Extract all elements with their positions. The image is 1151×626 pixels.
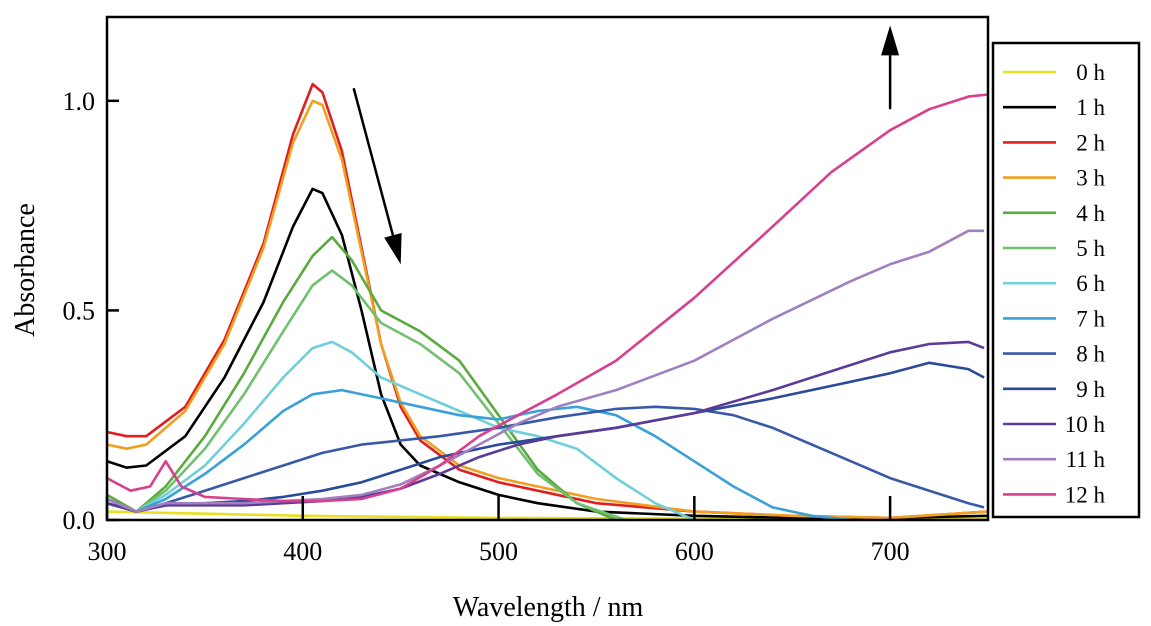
plot-frame [105, 15, 990, 522]
x-tick-label-2: 500 [479, 537, 518, 566]
series-line-2 [106, 82, 989, 520]
y-tick-label-2: 1.0 [63, 87, 96, 116]
legend-label-5: 5 h [1076, 236, 1105, 261]
series-line-12 [106, 93, 989, 503]
annotation-layer [352, 25, 900, 265]
x-tick-label-4: 700 [871, 537, 910, 566]
legend-label-1: 1 h [1076, 95, 1105, 120]
y-tick-label-1: 0.5 [63, 296, 96, 325]
legend-box [991, 41, 1141, 519]
legend-label-7: 7 h [1076, 306, 1105, 331]
series-line-6 [106, 340, 695, 522]
arrow-head-1 [881, 25, 900, 56]
tick-layer: 300 400 500 600 700 0.0 0.5 1.0 [63, 87, 910, 566]
legend-label-2: 2 h [1076, 130, 1105, 155]
legend-label-6: 6 h [1076, 271, 1105, 296]
x-tick-label-1: 400 [283, 537, 322, 566]
legend-label-11: 11 h [1066, 447, 1106, 472]
series-line-3 [106, 99, 989, 520]
legend-label-12: 12 h [1065, 482, 1106, 507]
x-tick-label-0: 300 [88, 537, 127, 566]
y-tick-label-0: 0.0 [63, 506, 96, 535]
arrow-shaft-0 [352, 87, 395, 236]
series-line-7 [106, 388, 852, 522]
x-tick-label-3: 600 [675, 537, 714, 566]
series-line-8 [106, 405, 985, 513]
legend: 0 h 1 h 2 h 3 h 4 h 5 h 6 h 7 h 8 h 9 h 10 h 11 h 12… [991, 41, 1141, 519]
series-line-1 [106, 187, 989, 520]
arrow-head-0 [384, 233, 402, 265]
series-line-10 [106, 340, 985, 513]
legend-label-10: 10 h [1065, 412, 1106, 437]
legend-label-8: 8 h [1076, 342, 1105, 367]
legend-label-0: 0 h [1076, 60, 1105, 85]
series-line-4 [106, 235, 617, 522]
y-axis-label: Absorbance [10, 203, 41, 337]
legend-label-9: 9 h [1076, 377, 1105, 402]
series-line-5 [106, 269, 627, 522]
series-line-11 [106, 229, 985, 513]
legend-label-4: 4 h [1076, 201, 1105, 226]
series-layer [106, 82, 989, 522]
x-axis-label: Wavelength / nm [453, 592, 644, 623]
legend-label-3: 3 h [1076, 166, 1105, 191]
